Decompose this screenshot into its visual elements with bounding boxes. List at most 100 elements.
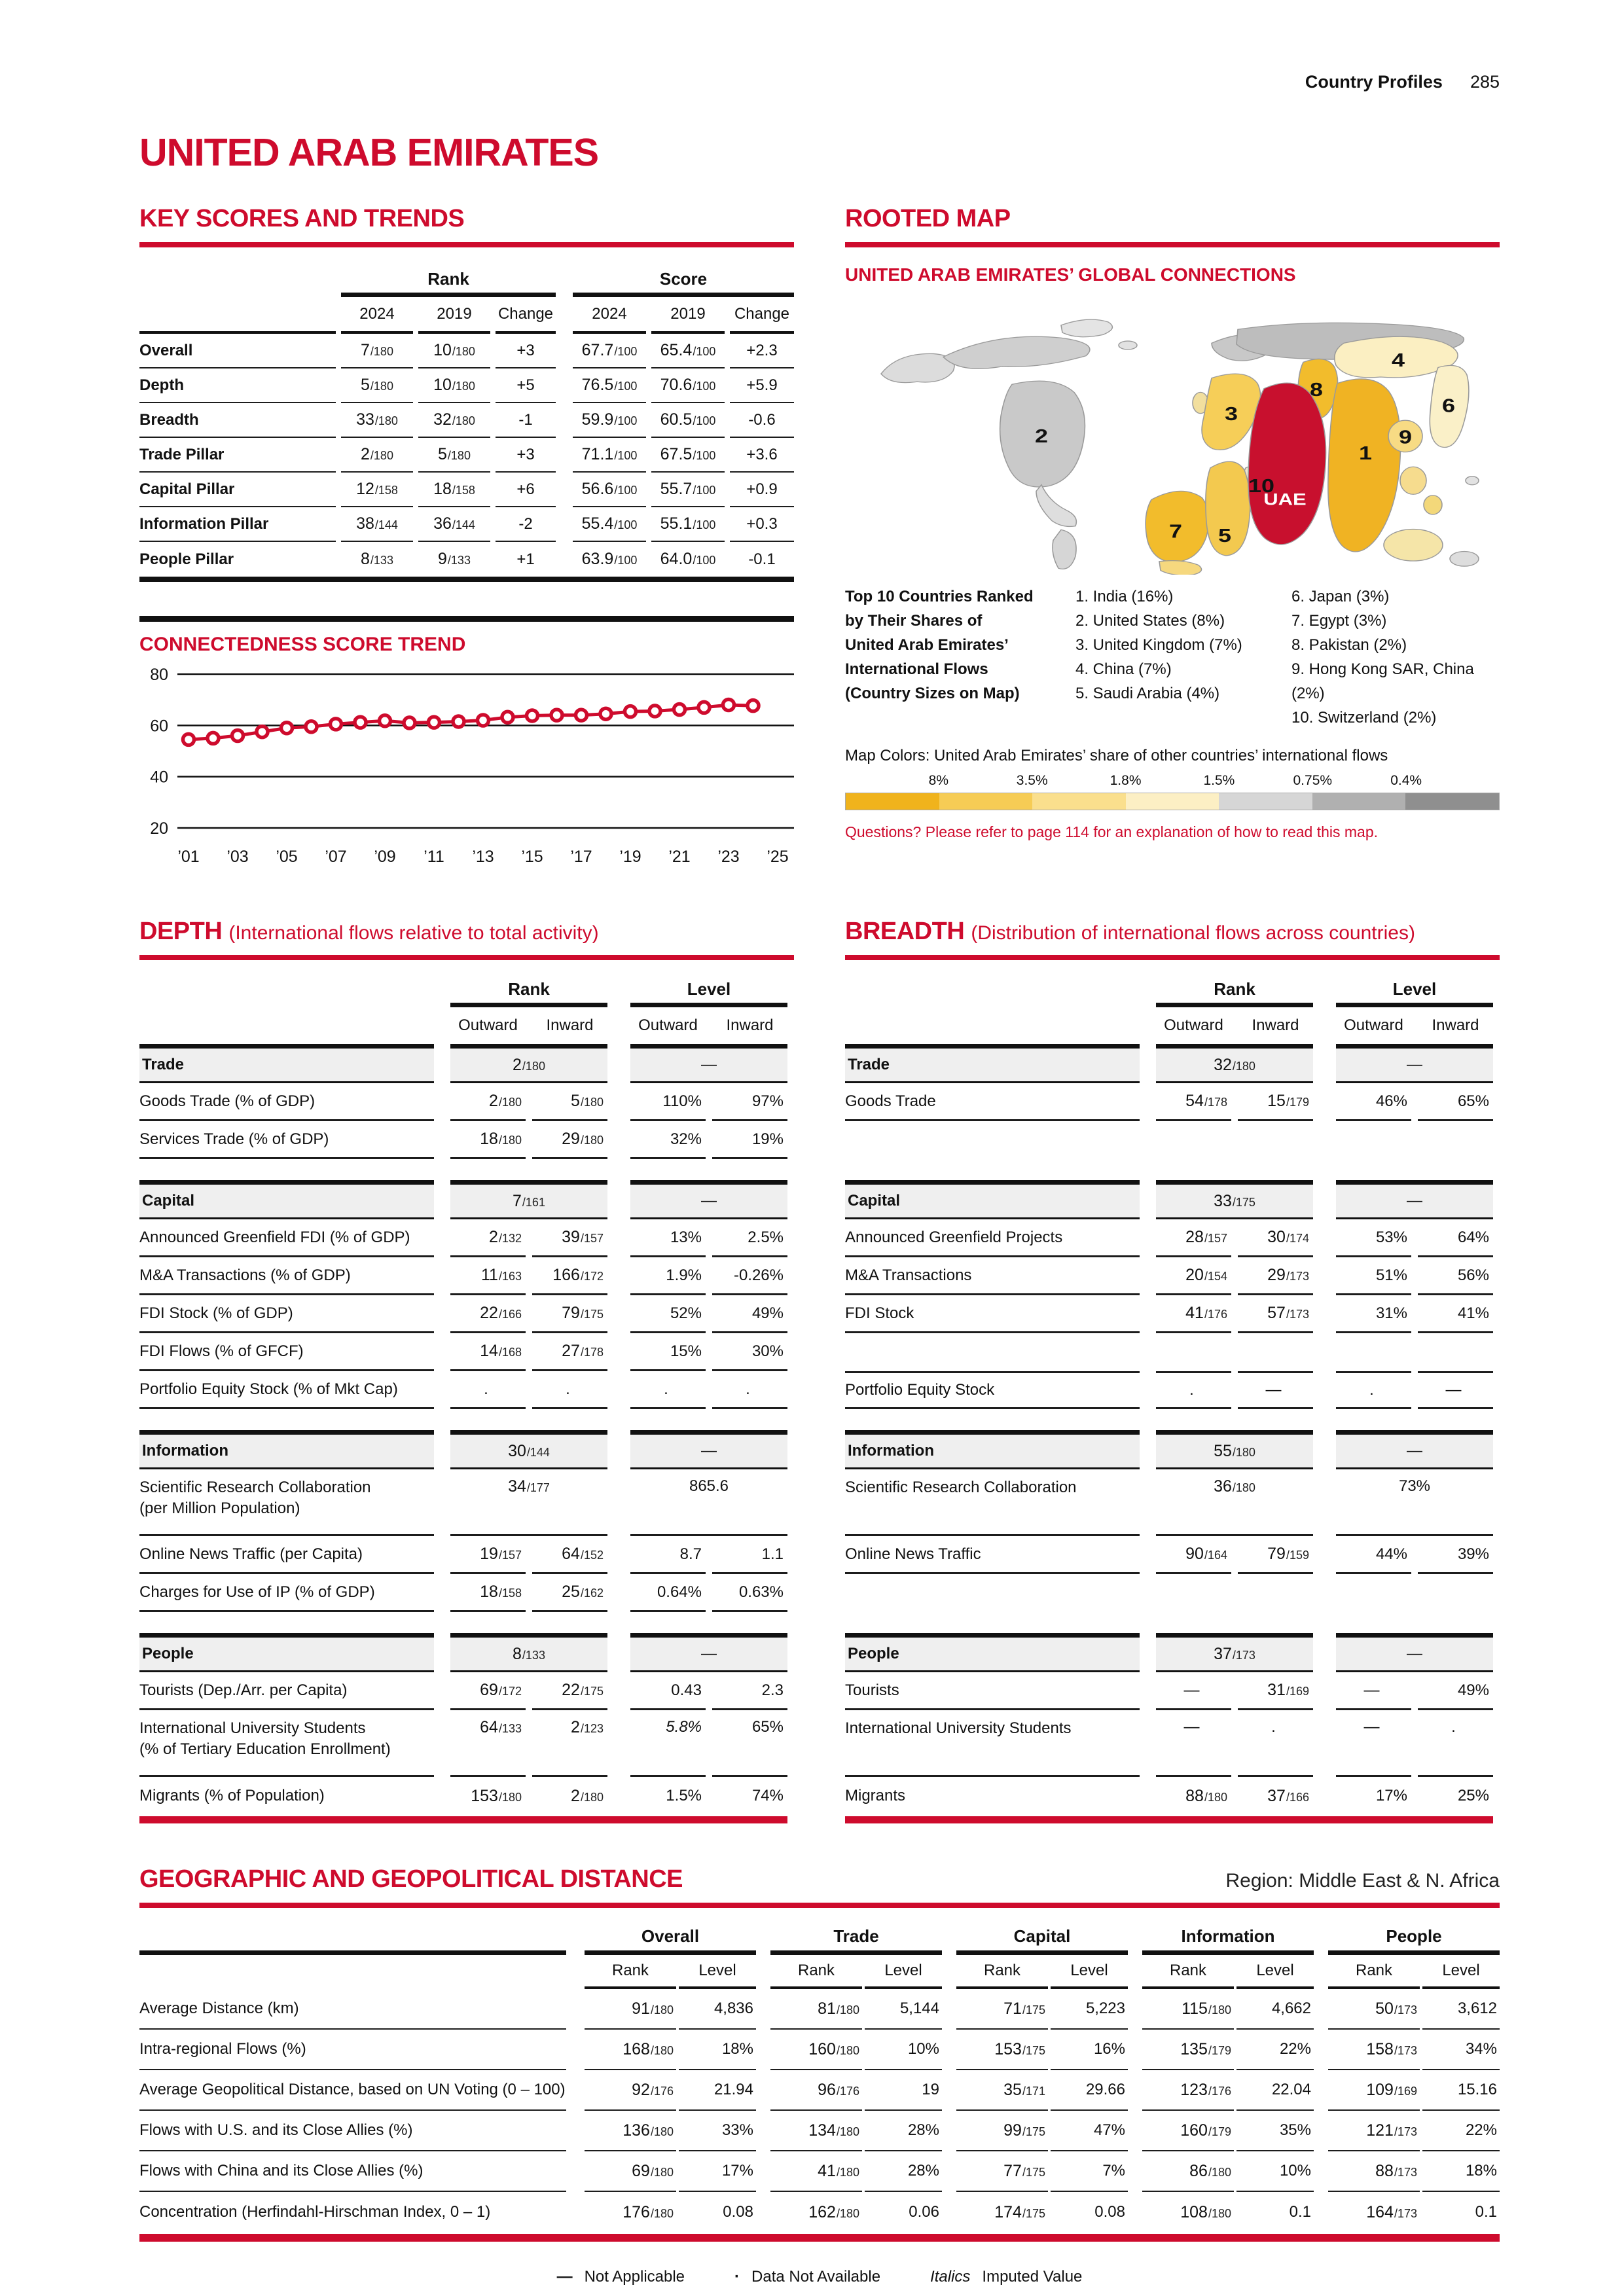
row-label: International University Students (% of T… xyxy=(139,1710,434,1777)
section-header-row: Information 30/144 — xyxy=(139,1430,787,1469)
rank-value: 32 xyxy=(1214,1055,1232,1074)
data-point xyxy=(746,698,761,713)
cell: 32/180 xyxy=(418,403,490,438)
rank-value: 18 xyxy=(433,480,452,498)
rank-denominator: /168 xyxy=(498,1346,522,1359)
section-label: People xyxy=(845,1633,1140,1672)
row-label-line: Online News Traffic (per Capita) xyxy=(139,1545,363,1563)
value: 2.3 xyxy=(761,1681,784,1699)
cell: 49% xyxy=(1418,1672,1493,1710)
x-tick-label: ’11 xyxy=(424,848,444,866)
scale-color-segment xyxy=(846,793,939,810)
column-header: Rank xyxy=(956,1955,1048,1989)
map-label-9-hong-kong: 9 xyxy=(1399,426,1412,448)
row-label: M&A Transactions (% of GDP) xyxy=(139,1257,434,1295)
rank-value: 11 xyxy=(481,1266,498,1284)
rank-denominator: /100 xyxy=(693,449,716,462)
rank-denominator: /180 xyxy=(447,449,471,462)
value: 71.1/100 xyxy=(582,445,638,464)
column-header: Level xyxy=(1236,1955,1314,1989)
value: 16% xyxy=(1093,2040,1125,2058)
cell: 47% xyxy=(1051,2111,1128,2151)
not-applicable-label: Not Applicable xyxy=(584,2268,685,2286)
scale-color-segment xyxy=(939,793,1033,810)
row-label: Goods Trade (% of GDP) xyxy=(139,1083,434,1121)
rank-value: 35 xyxy=(1003,2080,1022,2099)
value: 1.1 xyxy=(761,1545,784,1563)
cell: 22.04 xyxy=(1236,2070,1314,2111)
value: 0.06 xyxy=(909,2203,939,2221)
cell: 29/173 xyxy=(1238,1257,1313,1295)
section-header-row: Capital 7/161 — xyxy=(139,1180,787,1219)
rank-value: 162 xyxy=(808,2202,836,2221)
x-tick-label: ’03 xyxy=(226,848,248,866)
value: 63.9/100 xyxy=(582,550,638,569)
rank-denominator: /100 xyxy=(693,345,716,358)
cell: 15/179 xyxy=(1238,1083,1313,1121)
cell xyxy=(139,1922,566,1955)
section-level: — xyxy=(1336,1044,1493,1083)
row-label-line: FDI Flows (% of GFCF) xyxy=(139,1342,304,1360)
value: 174/175 xyxy=(994,2203,1045,2222)
value: 28/157 xyxy=(1185,1228,1227,1247)
table-row: International University Students —. —. xyxy=(845,1710,1493,1777)
rank-denominator: /169 xyxy=(1394,2084,1417,2098)
rank-denominator: /180 xyxy=(580,1134,604,1147)
cell: 81/180 xyxy=(770,1989,862,2030)
value: 2/123 xyxy=(571,1718,604,1737)
section-rank: 32/180 xyxy=(1156,1044,1313,1083)
rank-value: 41 xyxy=(1185,1304,1204,1322)
row-label-line2: (% of Tertiary Education Enrollment) xyxy=(139,1740,391,1758)
rank-denominator: /175 xyxy=(580,1685,604,1698)
value: 73% xyxy=(1398,1477,1431,1495)
value: 865.6 xyxy=(689,1477,729,1495)
row-label-line: Migrants (% of Population) xyxy=(139,1787,325,1804)
geo-section: GEOGRAPHIC AND GEOPOLITICAL DISTANCE Reg… xyxy=(139,1865,1500,2242)
rank-denominator: /172 xyxy=(580,1270,604,1283)
rank-denominator: /173 xyxy=(1394,2206,1417,2220)
rank-denominator: /173 xyxy=(1394,2043,1417,2057)
value: 55/180 xyxy=(1214,1442,1255,1461)
cell: 92/176 xyxy=(585,2070,676,2111)
cell: 4,836 xyxy=(679,1989,756,2030)
cell: -1 xyxy=(496,403,556,438)
cell: 5/180 xyxy=(418,438,490,473)
rank-denominator: /100 xyxy=(693,484,716,497)
rank-value: 10 xyxy=(433,376,452,394)
level-span-value: 865.6 xyxy=(630,1469,787,1536)
table-row: Tourists (Dep./Arr. per Capita) 69/172 22/… xyxy=(139,1672,787,1710)
rank-value: 123 xyxy=(1180,2080,1208,2099)
rank-value: 57 xyxy=(1267,1304,1286,1322)
rank-denominator: /180 xyxy=(1208,2003,1231,2017)
rank-denominator: /180 xyxy=(498,1790,522,1804)
cell: 36/144 xyxy=(418,507,490,542)
rank-denominator: /176 xyxy=(650,2084,674,2098)
rank-denominator: /166 xyxy=(498,1308,522,1321)
rank-value: 7 xyxy=(361,341,370,359)
rank-denominator: /180 xyxy=(836,2165,859,2179)
cell: 134/180 xyxy=(770,2111,862,2151)
value: 54/178 xyxy=(1185,1092,1227,1111)
imputed-label: Imputed Value xyxy=(982,2268,1083,2286)
rank-denominator: /178 xyxy=(580,1346,604,1359)
ranked-country-item: 6. Japan (3%) xyxy=(1291,588,1390,605)
value: . xyxy=(746,1380,750,1398)
table-subheader-row: Outward Inward Outward Inward xyxy=(845,1007,1493,1044)
rank-value: 32 xyxy=(433,410,452,429)
cell: 153/175 xyxy=(956,2030,1048,2070)
value: 38/144 xyxy=(356,514,398,533)
rank-value: 56.6 xyxy=(581,480,614,498)
cell: 10% xyxy=(865,2030,942,2070)
rank-denominator: /180 xyxy=(650,2003,674,2017)
rank-value: 19 xyxy=(480,1545,498,1563)
cell: 13% xyxy=(630,1219,706,1257)
rank-value: 69 xyxy=(480,1681,498,1699)
cell: 25% xyxy=(1418,1777,1493,1815)
rank-denominator: /154 xyxy=(1204,1270,1227,1283)
cell: 2.3 xyxy=(712,1672,787,1710)
map-legend-ranked-list-2: 6. Japan (3%) 7. Egypt (3%) 8. Pakistan (2… xyxy=(1291,584,1500,730)
cell: 53% xyxy=(1336,1219,1411,1257)
table-row: Trade Pillar 2/180 5/180 +3 71.1/100 67.5/100… xyxy=(139,438,794,473)
data-point xyxy=(623,704,638,719)
value: 7/161 xyxy=(513,1192,545,1211)
